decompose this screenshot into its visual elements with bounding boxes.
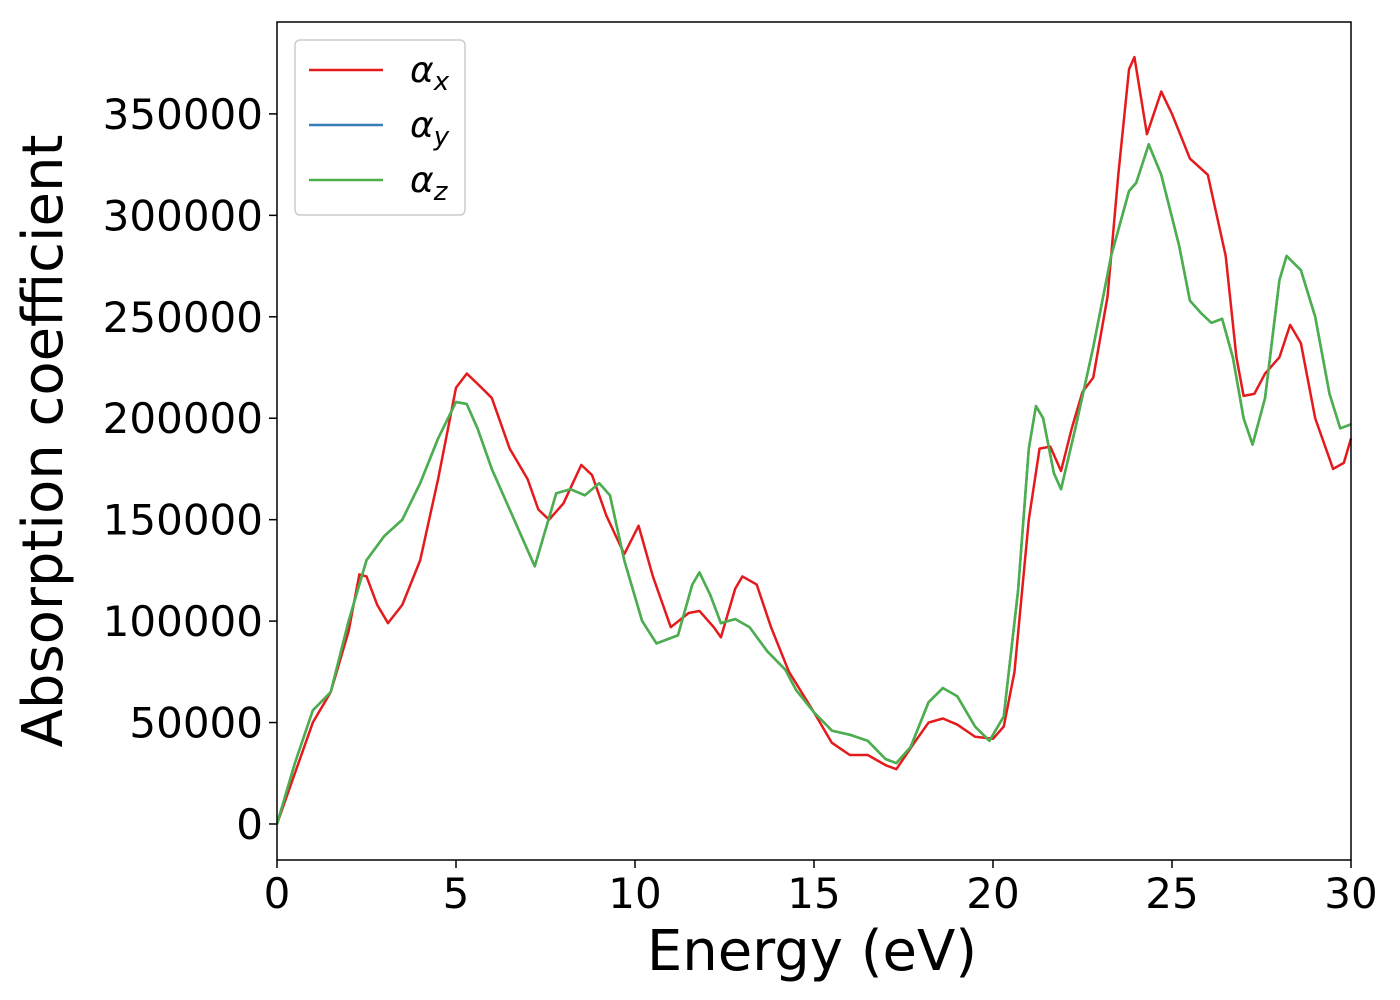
legend-label: αz — [410, 160, 449, 207]
y-tick-label: 250000 — [103, 293, 263, 342]
legend-label: αy — [410, 105, 450, 152]
y-tick-label: 0 — [236, 800, 263, 849]
x-tick-label: 30 — [1324, 869, 1377, 918]
series-line — [275, 55, 1353, 825]
x-tick-label: 20 — [966, 869, 1019, 918]
y-tick-label: 150000 — [103, 496, 263, 545]
series-line — [275, 143, 1352, 825]
x-tick-label: 10 — [608, 869, 661, 918]
y-tick-label: 300000 — [103, 191, 263, 240]
legend-label: αx — [410, 50, 450, 97]
x-axis-label: Energy (eV) — [647, 919, 977, 984]
plot-frame — [276, 21, 1352, 861]
y-tick-label: 50000 — [129, 699, 263, 748]
legend-box — [294, 39, 466, 216]
y-tick-label: 100000 — [103, 597, 263, 646]
x-tick-label: 5 — [443, 869, 470, 918]
x-tick-label: 0 — [264, 869, 291, 918]
y-axis-label: Absorption coefficient — [11, 135, 76, 748]
x-tick-label: 15 — [787, 869, 840, 918]
y-tick-label: 200000 — [103, 394, 263, 443]
x-tick-label: 25 — [1145, 869, 1198, 918]
y-tick-label: 350000 — [103, 90, 263, 139]
